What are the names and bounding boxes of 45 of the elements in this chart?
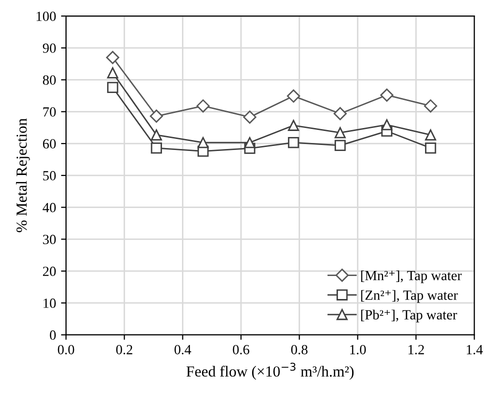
y-tick-label: 90 [42,44,56,53]
x-tick-label: 0.4 [174,344,192,354]
x-axis-title: Feed flow (×10$^{−3}$ m³/h.m²) [186,362,354,380]
point [107,82,118,94]
y-tick-label: 80 [42,75,56,85]
x-tick-label: 0.8 [291,344,308,354]
point [380,88,394,102]
y-tick-label: 70 [43,107,56,117]
y-tick-label: 100 [36,12,56,21]
point [244,137,256,148]
point [106,50,120,64]
y-tick-label: 60 [43,139,56,149]
point [286,89,300,103]
y-tick-label: 10 [44,298,56,308]
y-tick-label: 50 [43,171,56,180]
point [198,137,209,148]
x-tick-label: 0.6 [232,344,250,354]
point [288,137,300,148]
point [381,119,392,130]
point [288,120,300,131]
x-tick-label: 0.2 [116,344,132,354]
point [334,127,346,138]
x-tick-label: 1.2 [408,345,424,354]
point [150,142,162,154]
x-tick-label: 1.4 [466,345,483,354]
point [107,67,118,78]
y-tick-label: 20 [43,266,56,276]
point [334,107,347,120]
point [150,110,164,123]
legend-label: [Pb²⁺], Tap water [361,310,458,322]
point [425,129,436,141]
y-tick-label: 0 [50,330,56,340]
point [150,129,162,141]
y-tick-label: 40 [42,202,56,212]
y-tick-label: 30 [43,234,56,244]
y-axis-title: % Metal Rejection [16,118,30,232]
point [196,99,210,113]
point [425,142,436,154]
x-tick-label: 0.0 [58,344,74,354]
legend-label: [Mn²⁺], Tap water [361,270,462,284]
point [424,99,438,113]
point [334,140,346,152]
legend-label: [Zn²⁺], Tap water [361,290,458,303]
x-tick-label: 1.0 [350,344,366,354]
point [243,110,256,124]
